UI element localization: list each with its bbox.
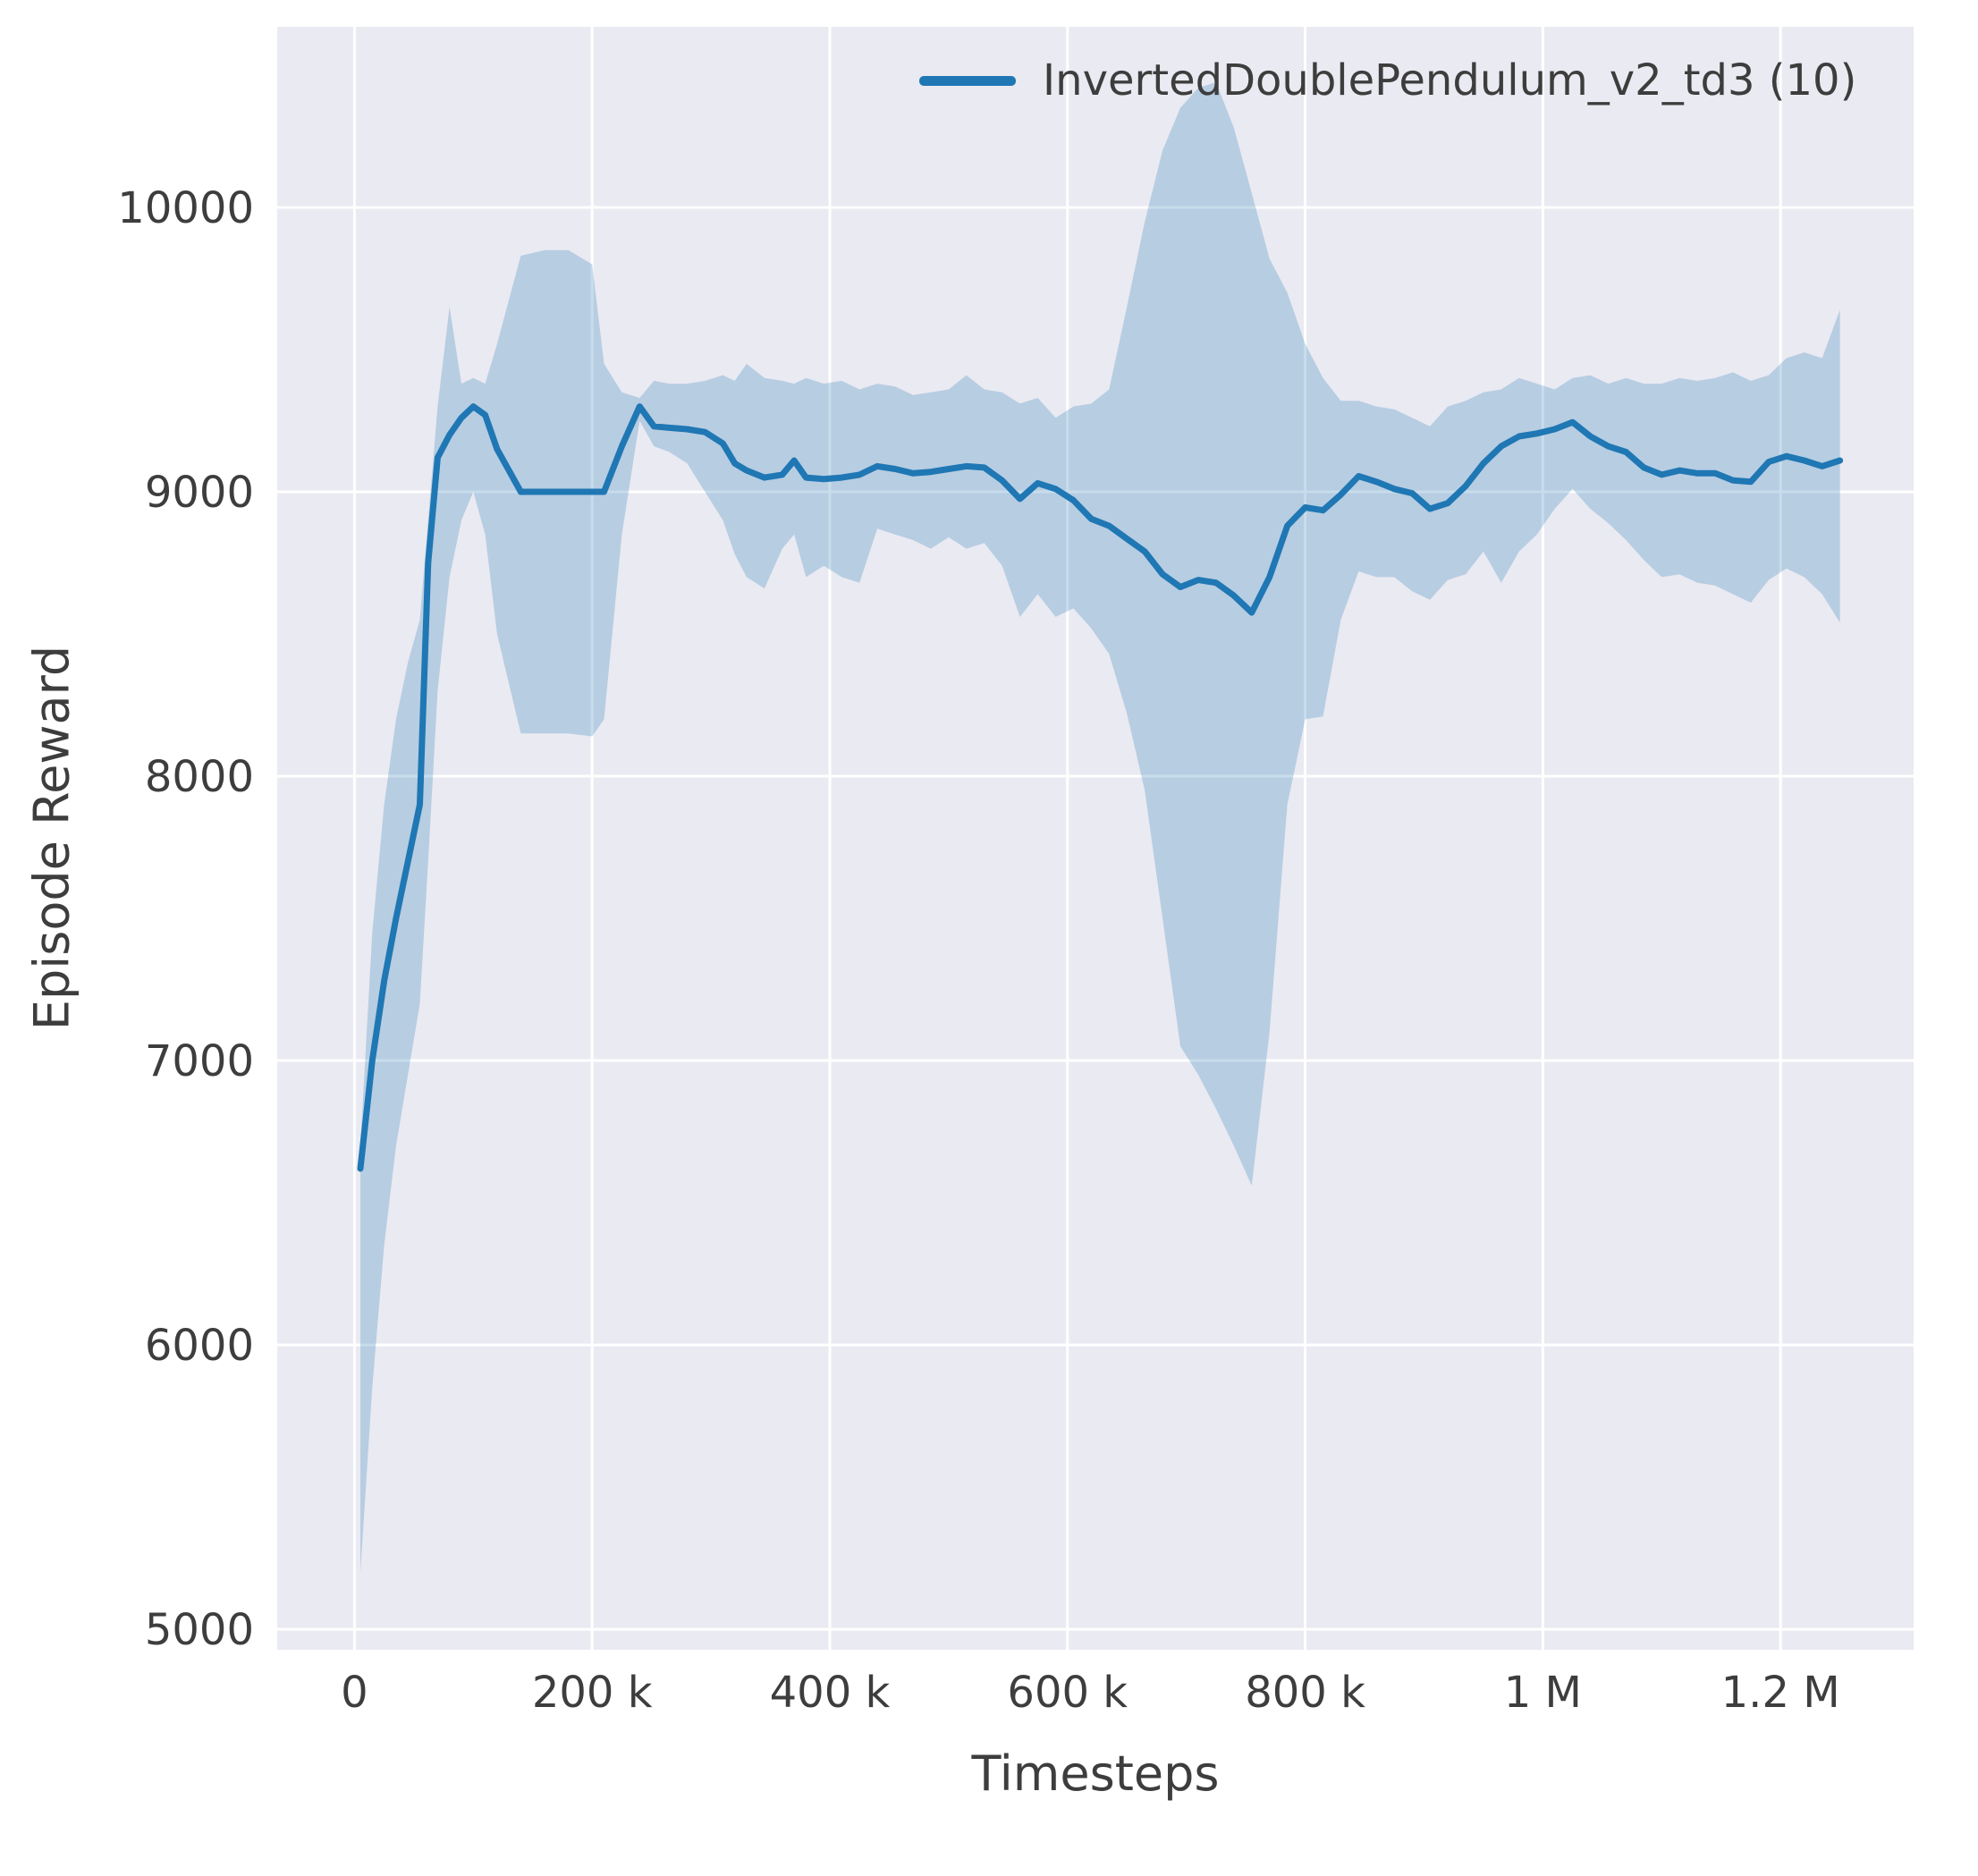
legend-label: InvertedDoublePendulum_v2_td3 (10) — [1043, 55, 1857, 106]
legend: InvertedDoublePendulum_v2_td3 (10) — [919, 55, 1856, 106]
y-axis-title: Episode Reward — [23, 645, 80, 1031]
svg-text:9000: 9000 — [145, 468, 254, 518]
svg-text:8000: 8000 — [145, 752, 254, 802]
svg-text:600 k: 600 k — [1007, 1668, 1128, 1718]
svg-text:1 M: 1 M — [1504, 1668, 1582, 1718]
svg-text:0: 0 — [341, 1668, 368, 1718]
svg-text:5000: 5000 — [145, 1605, 254, 1655]
x-axis-title: Timesteps — [971, 1745, 1220, 1802]
svg-text:1.2 M: 1.2 M — [1721, 1668, 1840, 1718]
svg-text:400 k: 400 k — [770, 1668, 891, 1718]
svg-text:200 k: 200 k — [532, 1668, 653, 1718]
svg-text:800 k: 800 k — [1245, 1668, 1365, 1718]
svg-text:10000: 10000 — [117, 183, 254, 233]
svg-text:7000: 7000 — [145, 1036, 254, 1086]
svg-text:6000: 6000 — [145, 1321, 254, 1371]
legend-line-swatch — [919, 75, 1016, 86]
